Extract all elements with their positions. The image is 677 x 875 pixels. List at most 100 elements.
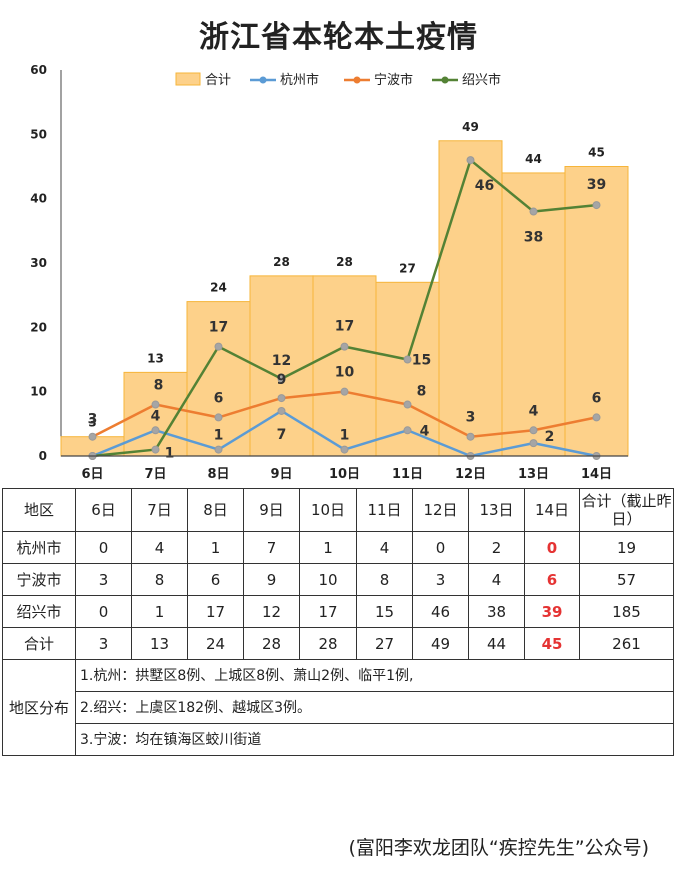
table-header-cell: 12日 (412, 488, 469, 532)
value-cell: 38 (468, 595, 525, 628)
value-cell: 6 (187, 563, 244, 596)
shaoxing-point-label: 12 (272, 353, 291, 369)
shaoxing-point-label: 1 (165, 446, 175, 462)
value-cell: 24 (187, 627, 244, 660)
total-bar (312, 275, 377, 457)
x-tick-label: 9日 (270, 467, 292, 482)
table-header-cell: 7日 (131, 488, 188, 532)
shaoxing-point-label: 17 (335, 319, 354, 335)
table-header-cell: 13日 (468, 488, 525, 532)
value-cell: 4 (131, 531, 188, 564)
table-row: 宁波市 3 8 6 9 10 8 3 4 6 57 (2, 563, 674, 596)
total-bar-label: 27 (399, 261, 416, 275)
total-bar (438, 140, 503, 457)
y-axis: 0 10 20 30 40 50 60 (30, 63, 62, 463)
total-bar-label: 28 (273, 255, 290, 269)
total-bar (249, 275, 314, 457)
ningbo-point-label: 8 (154, 378, 164, 394)
value-cell: 0 (75, 531, 132, 564)
ningbo-point-label: 6 (214, 390, 224, 406)
today-cell: 0 (524, 531, 580, 564)
value-cell: 4 (468, 563, 525, 596)
ningbo-point (529, 426, 538, 435)
value-cell: 12 (243, 595, 300, 628)
value-cell: 1 (131, 595, 188, 628)
shaoxing-point (277, 374, 286, 383)
table-header-cell: 10日 (299, 488, 357, 532)
value-cell: 3 (412, 563, 469, 596)
ningbo-point-label: 4 (529, 403, 539, 419)
total-bar-label: 3 (88, 416, 96, 430)
city-lines (88, 156, 601, 460)
value-cell: 1 (299, 531, 357, 564)
ningbo-point (151, 400, 160, 409)
total-bar-label: 44 (525, 152, 542, 166)
legend-label: 绍兴市 (462, 72, 501, 88)
ningbo-point-label: 10 (335, 365, 355, 381)
data-table: 地区 6日 7日 8日 9日 10日 11日 12日 13日 14日 合计（截止昨日） 杭州市 0 4 1 7… (2, 488, 674, 756)
legend: 合计 杭州市 宁波市 绍兴市 (175, 72, 501, 88)
table-header-cell: 11日 (356, 488, 413, 532)
hangzhou-point (529, 439, 538, 448)
legend-bar-swatch (175, 72, 201, 86)
today-cell: 45 (524, 627, 580, 660)
ningbo-point (214, 413, 223, 422)
y-tick-label: 30 (30, 256, 47, 270)
y-tick-label: 40 (30, 192, 47, 206)
value-cell: 17 (187, 595, 244, 628)
ningbo-point-label: 6 (592, 390, 602, 406)
total-bar-label: 45 (588, 146, 605, 160)
hangzhou-point (340, 445, 349, 454)
value-cell: 2 (468, 531, 525, 564)
legend-label: 合计 (205, 73, 231, 88)
distribution-text: 2.绍兴：上虞区182例、越城区3例。 (75, 691, 674, 724)
shaoxing-point-label: 46 (475, 178, 494, 194)
distribution-label: 地区分布 (2, 659, 76, 756)
total-bars (60, 140, 629, 457)
hangzhou-point-label: 2 (545, 429, 555, 445)
shaoxing-point-label: 17 (209, 320, 228, 336)
hangzhou-point (277, 406, 286, 415)
value-cell: 0 (412, 531, 469, 564)
ningbo-point (403, 400, 412, 409)
total-bar (564, 166, 629, 457)
value-cell: 8 (356, 563, 413, 596)
hangzhou-point-label: 4 (151, 408, 161, 424)
y-tick-label: 20 (30, 320, 47, 334)
value-cell: 8 (131, 563, 188, 596)
ningbo-point (277, 394, 286, 403)
table-row: 合计 3 13 24 28 28 27 49 44 45 261 (2, 627, 674, 660)
shaoxing-point (214, 342, 223, 351)
hangzhou-point (403, 426, 412, 435)
value-cell: 4 (356, 531, 413, 564)
x-axis: 6日 7日 8日 9日 10日 11日 12日 13日 14日 (61, 455, 628, 482)
today-cell: 6 (524, 563, 580, 596)
value-cell: 44 (468, 627, 525, 660)
total-cell: 57 (579, 563, 674, 596)
value-cell: 3 (75, 627, 132, 660)
region-cell: 宁波市 (2, 563, 76, 596)
value-cell: 0 (75, 595, 132, 628)
value-cell: 28 (299, 627, 357, 660)
legend-line-marker (353, 76, 361, 84)
total-bar-label: 13 (147, 351, 164, 365)
shaoxing-point-label: 15 (412, 353, 431, 369)
hangzhou-point-label: 4 (420, 423, 430, 439)
y-tick-label: 10 (30, 385, 47, 399)
value-cell: 9 (243, 563, 300, 596)
value-cell: 1 (187, 531, 244, 564)
hangzhou-point-label: 1 (214, 428, 224, 444)
hangzhou-point-label: 7 (277, 427, 287, 443)
value-cell: 49 (412, 627, 469, 660)
table-header-cell: 6日 (75, 488, 132, 532)
hangzhou-point-label: 1 (340, 428, 350, 444)
shaoxing-point (151, 445, 160, 454)
x-tick-label: 6日 (81, 467, 103, 482)
today-cell: 39 (524, 595, 580, 628)
ningbo-point (340, 387, 349, 396)
table-row: 绍兴市 0 1 17 12 17 15 46 38 39 185 (2, 595, 674, 628)
ningbo-point-label: 9 (277, 372, 287, 388)
shaoxing-point (466, 156, 475, 165)
ningbo-point (88, 432, 97, 441)
